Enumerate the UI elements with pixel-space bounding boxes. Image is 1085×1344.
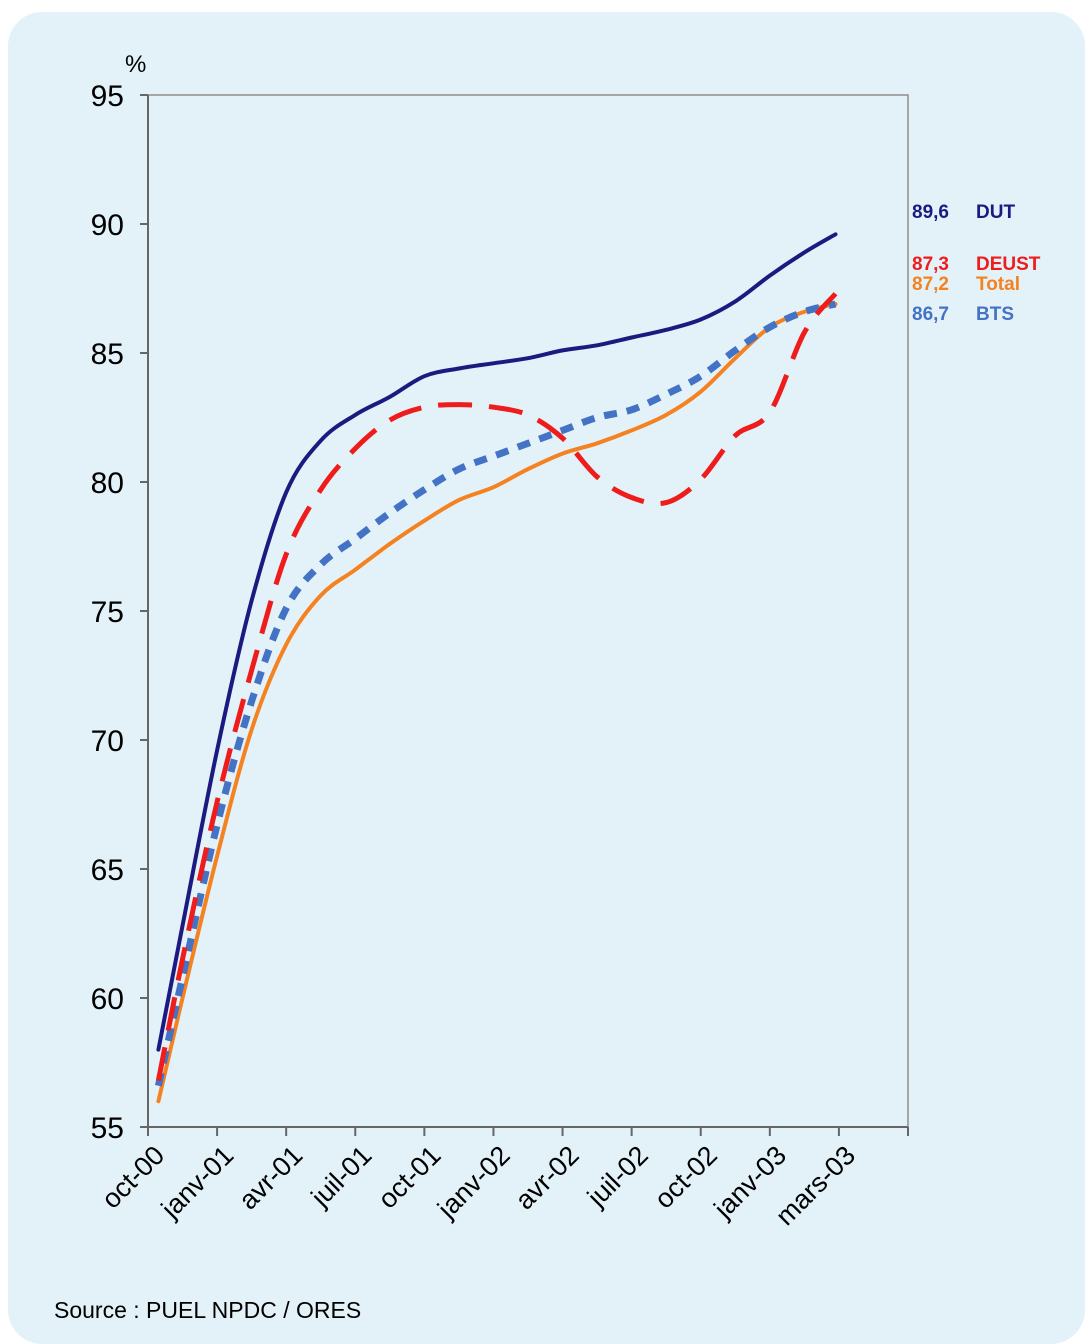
series-line-deust [155, 292, 838, 1082]
y-tick-label: 85 [91, 338, 124, 371]
series-line-dut [156, 232, 838, 1052]
y-tick-label: 55 [91, 1112, 124, 1145]
x-tick-label: janv-01 [155, 1140, 240, 1225]
y-axis-unit: % [125, 51, 146, 78]
x-tick-label: juil-02 [581, 1140, 654, 1213]
x-tick-label: avr-02 [509, 1140, 584, 1215]
source-note: Source : PUEL NPDC / ORES [54, 1297, 362, 1323]
plot-area [147, 94, 909, 1128]
y-tick-label: 90 [91, 209, 124, 242]
line-chart: 959085807570656055%oct-00janv-01avr-01ju… [91, 51, 1041, 1231]
series-label-deust: DEUST [976, 254, 1041, 275]
series-end-value-deust: 87,3 [912, 254, 949, 275]
chart-panel [8, 12, 1085, 1344]
series-line-bts [154, 300, 837, 1087]
y-tick-label: 80 [91, 467, 124, 500]
x-tick-label: janv-02 [431, 1140, 516, 1225]
series-label-total: Total [976, 274, 1020, 295]
series-end-value-total: 87,2 [912, 274, 949, 295]
y-tick-label: 60 [91, 983, 124, 1016]
series-line-total [156, 302, 838, 1104]
series-end-value-dut: 89,6 [912, 202, 949, 223]
series-label-bts: BTS [976, 304, 1014, 325]
y-tick-label: 95 [91, 80, 124, 113]
y-tick-label: 75 [91, 596, 124, 629]
x-tick-label: avr-01 [233, 1140, 308, 1215]
y-tick-label: 65 [91, 854, 124, 887]
x-tick-label: juil-01 [305, 1140, 378, 1213]
series-label-dut: DUT [976, 202, 1015, 223]
y-tick-label: 70 [91, 725, 124, 758]
series-end-value-bts: 86,7 [912, 304, 949, 325]
